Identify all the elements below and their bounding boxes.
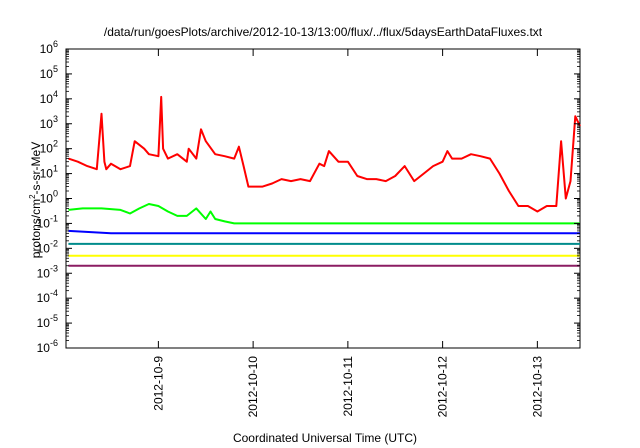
y-tick-label: 101 — [40, 164, 58, 181]
y-tick-label: 10-4 — [37, 288, 58, 305]
series-layer — [68, 95, 581, 267]
y-tick-base: 10 — [40, 192, 54, 206]
y-tick-base: 10 — [40, 92, 54, 106]
y-tick-label: 10-2 — [37, 238, 58, 255]
y-axis: 10-610-510-410-310-210-11001011021031041… — [37, 39, 580, 355]
plot-frame — [65, 48, 581, 349]
y-axis-label-base: protons/cm — [29, 199, 43, 258]
y-tick-base: 10 — [40, 42, 54, 56]
y-tick-base: 10 — [40, 117, 54, 131]
y-tick-base: 10 — [37, 291, 51, 305]
x-tick-label: 2012-10-10 — [246, 356, 260, 418]
y-tick-exponent: 4 — [53, 89, 58, 99]
y-tick-exponent: -5 — [50, 313, 58, 323]
y-tick-base: 10 — [37, 341, 51, 355]
x-tick-label: 2012-10-12 — [436, 356, 450, 418]
y-tick-exponent: 0 — [53, 189, 58, 199]
y-tick-exponent: -6 — [50, 338, 58, 348]
x-axis-label: Coordinated Universal Time (UTC) — [233, 431, 417, 445]
y-tick-base: 10 — [37, 266, 51, 280]
chart-title: /data/run/goesPlots/archive/2012-10-13/1… — [104, 25, 543, 39]
x-tick-label: 2012-10-9 — [151, 356, 165, 411]
y-tick-label: 10-1 — [37, 213, 58, 230]
x-tick-label: 2012-10-11 — [341, 356, 355, 417]
x-axis: 2012-10-9 2012-10-10 2012-10-11 2012-10-12 2… — [151, 49, 544, 417]
y-tick-base: 10 — [40, 142, 54, 156]
y-tick-exponent: 3 — [53, 114, 58, 124]
y-tick-label: 105 — [40, 64, 58, 81]
plot-border — [65, 48, 581, 349]
y-tick-label: 100 — [40, 189, 58, 206]
y-tick-label: 104 — [40, 89, 58, 106]
y-tick-exponent: 6 — [53, 39, 58, 49]
y-tick-base: 10 — [40, 167, 54, 181]
y-tick-base: 10 — [40, 67, 54, 81]
y-tick-exponent: -3 — [50, 263, 58, 273]
y-tick-label: 102 — [40, 139, 58, 156]
y-tick-base: 10 — [37, 216, 51, 230]
y-tick-exponent: 2 — [53, 139, 58, 149]
y-axis-label-sup: 2 — [28, 194, 37, 199]
y-tick-exponent: 5 — [53, 64, 58, 74]
x-tick-label: 2012-10-13 — [530, 356, 544, 418]
y-axis-label-rest: -s-sr-MeV — [29, 142, 43, 195]
y-tick-label: 106 — [40, 39, 58, 56]
y-tick-base: 10 — [37, 241, 51, 255]
y-tick-exponent: -1 — [50, 213, 58, 223]
y-axis-label: protons/cm2-s-sr-MeV — [28, 142, 43, 258]
y-tick-exponent: -4 — [50, 288, 58, 298]
y-tick-label: 10-3 — [37, 263, 58, 280]
y-tick-exponent: 1 — [53, 164, 58, 174]
y-tick-label: 10-6 — [37, 338, 58, 355]
series-line-2 — [68, 203, 580, 225]
y-tick-label: 103 — [40, 114, 58, 131]
y-tick-exponent: -2 — [50, 238, 58, 248]
y-tick-label: 10-5 — [37, 313, 58, 330]
series-line-1 — [68, 95, 581, 213]
series-line-3 — [68, 229, 580, 235]
y-tick-base: 10 — [37, 316, 51, 330]
